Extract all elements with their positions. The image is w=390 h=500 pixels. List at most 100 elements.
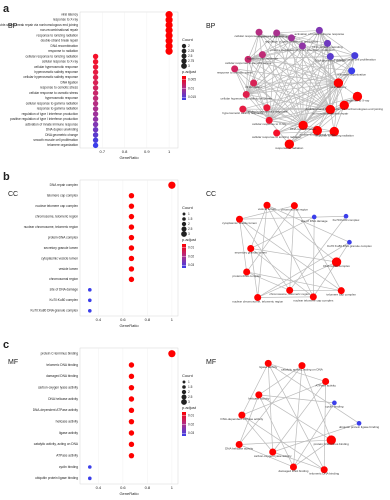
dot [165, 11, 173, 19]
dot [128, 224, 135, 230]
edge [246, 271, 290, 291]
y-tick-label: telomeric DNA binding [46, 363, 78, 367]
node [323, 39, 332, 47]
edge [293, 439, 332, 468]
edge [276, 32, 328, 44]
edge [258, 365, 303, 396]
legend-dot [181, 221, 187, 227]
y-tick-label: telomere cap complex [47, 194, 79, 198]
dot [165, 47, 173, 55]
edge [250, 205, 268, 249]
y-tick-label: telomere organization [47, 143, 78, 147]
x-tick-label: 0.9 [144, 149, 150, 154]
dot [92, 69, 99, 75]
node-label: telomere organization [337, 73, 366, 77]
edge [245, 32, 260, 95]
edge [239, 439, 332, 445]
legend-dot [181, 63, 187, 69]
y-tick-label: damaged DNA binding [46, 374, 78, 378]
legend-label: 0.02 [188, 254, 194, 258]
legend-dot [181, 48, 187, 54]
node [333, 78, 344, 88]
legend-label: 2.5 [188, 54, 193, 58]
legend-label: 3 [188, 232, 190, 236]
y-tick-label: cellular response to gamma radiation [26, 101, 78, 105]
panel-label: a [3, 3, 10, 15]
edge [247, 37, 292, 60]
edge [268, 363, 360, 424]
legend-dot [182, 212, 186, 216]
dot [92, 100, 99, 107]
node-label: Ku70:Ku80 complex [333, 218, 360, 222]
x-tick-label: 0.8 [145, 317, 151, 322]
legend-dot [181, 231, 187, 237]
edge [268, 363, 326, 382]
node [322, 378, 330, 386]
dot [128, 373, 135, 380]
edge [312, 216, 315, 297]
dot [92, 74, 99, 81]
legend-dot [181, 226, 187, 232]
y-tick-label: response to osmotic stress [40, 86, 78, 90]
node [312, 125, 322, 136]
edge [246, 55, 355, 95]
dot [128, 203, 135, 209]
y-tick-label: chromosomal region [49, 277, 78, 281]
node-label: chromosomal region [281, 207, 309, 211]
y-tick-label: double-strand break repair [41, 39, 79, 43]
legend-dot [182, 380, 186, 384]
node-label: double-strand break repair via nonhomolo… [306, 107, 384, 111]
colorbar [182, 76, 186, 100]
dot [92, 64, 99, 70]
node [244, 55, 252, 63]
node-label: response to radiation [275, 146, 303, 150]
y-tick-label: cellular response to X-ray [42, 60, 79, 64]
dot [128, 452, 135, 459]
legend-label: 1.5 [188, 385, 193, 389]
x-tick-label: 0.6 [120, 317, 126, 322]
edge [245, 54, 263, 95]
edge [266, 205, 314, 298]
node [265, 116, 273, 124]
edge [239, 444, 294, 468]
node [320, 466, 328, 474]
edge [266, 204, 350, 243]
legend-label: 0.01 [188, 245, 194, 249]
node-label: response to gamma radiation [257, 35, 296, 39]
dot [128, 213, 135, 220]
y-tick-label: DNA geometric change [45, 133, 78, 137]
node-label: hyperosmotic salinity response [222, 111, 263, 115]
node-label: non-recombinational repair [313, 111, 349, 115]
edge [250, 248, 314, 298]
y-tick-label: DNA ligation [60, 80, 78, 84]
x-tick-label: 0.4 [96, 317, 102, 322]
node-label: cytoplasmic vesicle lumen [222, 221, 257, 225]
edge [330, 70, 352, 110]
legend-dot [181, 43, 187, 49]
node [311, 214, 317, 220]
dot [88, 465, 92, 469]
x-tick-label: 0.7 [99, 149, 105, 154]
legend-label: 2.5 [188, 395, 193, 399]
node-label: regulation of type I interferon producti… [265, 40, 318, 44]
legend-title: Count [182, 205, 194, 210]
dot [165, 21, 173, 29]
edge [291, 37, 304, 126]
chart-title: MF [8, 359, 18, 366]
network-title: CC [206, 191, 216, 198]
y-tick-label: cellular hyperosmotic response [34, 65, 78, 69]
x-tick-label: 0.6 [120, 485, 126, 490]
node [356, 420, 362, 426]
dot [128, 384, 135, 391]
node-label: cellular response to osmotic stress [225, 61, 272, 65]
node [290, 202, 298, 210]
node-label: cellular response to ionizing radiation [252, 135, 302, 139]
node-label: DNA-dependent ATPase activity [221, 417, 264, 421]
dot [92, 111, 99, 117]
edge [268, 30, 320, 121]
node [339, 100, 349, 111]
edge [269, 109, 331, 121]
dot [168, 181, 176, 189]
edge [238, 394, 260, 445]
